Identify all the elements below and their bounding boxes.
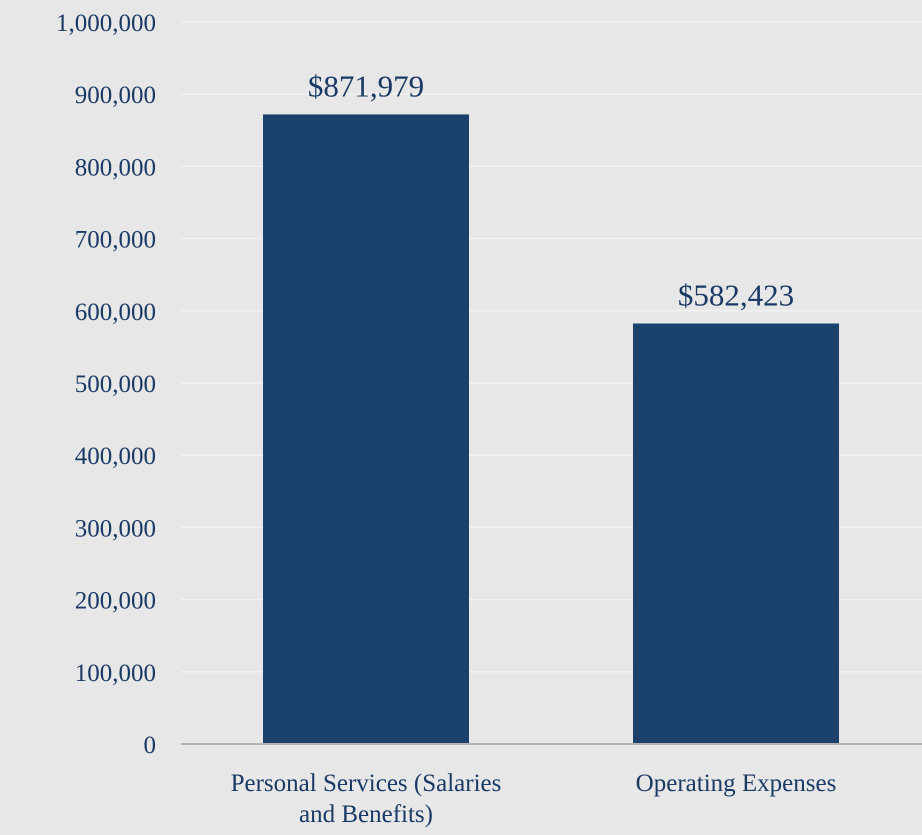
y-tick-label: 500,000 xyxy=(75,371,156,398)
bars xyxy=(263,114,839,745)
x-tick-label-line: Operating Expenses xyxy=(636,770,837,797)
y-tick-label: 200,000 xyxy=(75,588,156,615)
x-tick-label-line: and Benefits) xyxy=(299,801,433,828)
x-tick-label-line: Personal Services (Salaries xyxy=(231,770,502,797)
x-tick-label: Operating Expenses xyxy=(636,770,837,797)
y-tick-label: 400,000 xyxy=(75,443,156,470)
y-tick-label: 600,000 xyxy=(75,299,156,326)
y-tick-label: 700,000 xyxy=(75,227,156,254)
labels: 0 100,000 200,000 300,000 400,000 500,000 600,… xyxy=(56,10,836,828)
y-tick-label: 0 xyxy=(144,732,157,759)
y-tick-label: 900,000 xyxy=(75,82,156,109)
y-tick-label: 300,000 xyxy=(75,515,156,542)
data-label: $582,423 xyxy=(678,277,794,312)
bar xyxy=(263,114,469,745)
data-label: $871,979 xyxy=(308,68,424,103)
x-tick-label: Personal Services (Salaries and Benefits) xyxy=(231,770,502,828)
y-tick-label: 800,000 xyxy=(75,154,156,181)
bar xyxy=(633,323,839,744)
y-tick-label: 1,000,000 xyxy=(56,10,156,37)
y-tick-label: 100,000 xyxy=(75,660,156,687)
